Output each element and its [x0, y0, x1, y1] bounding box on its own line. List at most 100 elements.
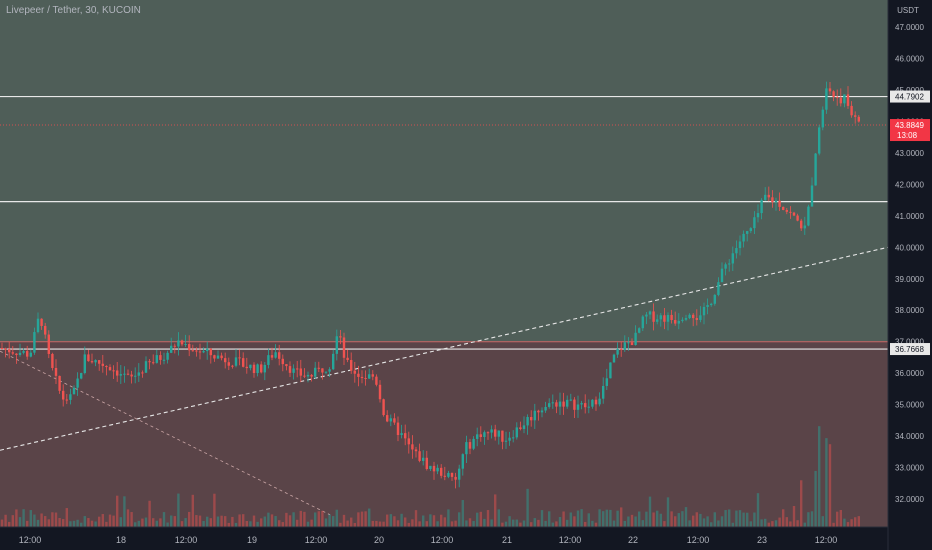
candle [645, 314, 648, 317]
volume-bar [188, 511, 191, 527]
volume-bar [857, 516, 860, 527]
candle [87, 354, 90, 362]
candle [461, 454, 464, 469]
volume-bar [364, 511, 367, 527]
volume-bar [681, 511, 684, 527]
volume-bar [270, 514, 274, 527]
candle [105, 365, 108, 368]
candle [378, 384, 382, 400]
volume-bar [533, 518, 536, 527]
candle [4, 348, 7, 350]
candle [537, 410, 540, 413]
candle [206, 348, 209, 352]
candle [123, 373, 126, 375]
candle [62, 390, 65, 400]
trendline-2[interactable] [0, 350, 331, 516]
volume-bar [137, 520, 140, 527]
volume-bar [465, 520, 468, 527]
volume-bar [663, 521, 666, 527]
volume-bar [130, 512, 133, 527]
candle [141, 372, 144, 374]
y-tick-label: 34.0000 [895, 432, 924, 441]
volume-bar [335, 509, 338, 527]
volume-bar [288, 515, 292, 527]
volume-bar [105, 521, 108, 527]
x-tick-label: 23 [757, 535, 767, 545]
candle [346, 357, 349, 361]
volume-bar [191, 494, 194, 527]
volume-bar [454, 520, 457, 527]
volume-bar [47, 519, 50, 527]
candle [695, 318, 698, 320]
volume-bar [609, 509, 612, 527]
candle [807, 206, 810, 226]
candle [530, 417, 533, 421]
x-tick-label: 19 [247, 535, 257, 545]
candle [177, 340, 180, 347]
candle [450, 472, 454, 477]
candle [612, 354, 616, 363]
candle [69, 394, 72, 400]
volume-bar [202, 521, 205, 527]
candle [818, 127, 821, 154]
volume-bar [645, 511, 648, 527]
candle [231, 365, 234, 367]
volume-bar [756, 493, 760, 527]
volume-bar [591, 520, 594, 527]
candle [11, 352, 14, 354]
volume-bar [36, 519, 40, 527]
volume-bar [821, 516, 824, 527]
candle [296, 368, 299, 370]
volume-bar [40, 513, 43, 527]
volume-bar [252, 515, 256, 527]
volume-bar [90, 520, 94, 527]
volume-bar [544, 520, 547, 527]
volume-bar [656, 510, 659, 527]
volume-bar [494, 494, 497, 527]
volume-bar [152, 518, 155, 527]
volume-bar [18, 517, 22, 527]
volume-bar [440, 514, 443, 527]
volume-bar [328, 514, 331, 527]
volume-bar [450, 521, 454, 527]
volume-bar [324, 518, 328, 527]
volume-bar [429, 514, 432, 527]
candle [616, 348, 619, 355]
level-tag-bottom [890, 343, 930, 356]
volume-bar [389, 514, 392, 527]
candle [821, 109, 824, 128]
candle [854, 115, 857, 117]
volume-bar [76, 519, 79, 527]
candle [411, 444, 414, 450]
volume-bar [8, 521, 11, 527]
volume-bar [29, 510, 32, 527]
volume-bar [569, 512, 572, 527]
volume-bar [710, 522, 713, 527]
volume-bar [702, 518, 706, 527]
candle [234, 357, 238, 366]
volume-bar [231, 516, 234, 527]
volume-bar [22, 509, 25, 527]
volume-bar [234, 522, 238, 527]
candle [648, 311, 652, 315]
candle [278, 352, 281, 359]
volume-bar [670, 511, 673, 527]
candle [760, 199, 763, 214]
volume-bar [209, 518, 212, 527]
volume-bar [51, 512, 54, 527]
y-tick-label: 35.0000 [895, 401, 924, 410]
candle [846, 94, 850, 106]
candle [310, 374, 313, 377]
volume-bar [227, 522, 230, 527]
candle [188, 343, 191, 351]
volume-bar [83, 516, 86, 527]
volume-bar [728, 509, 731, 527]
green-zone [0, 0, 888, 342]
volume-bar [195, 515, 198, 527]
candle [638, 328, 641, 333]
volume-bar [101, 514, 104, 527]
candle [515, 427, 518, 438]
volume-bar [810, 511, 814, 527]
candle [15, 353, 18, 356]
